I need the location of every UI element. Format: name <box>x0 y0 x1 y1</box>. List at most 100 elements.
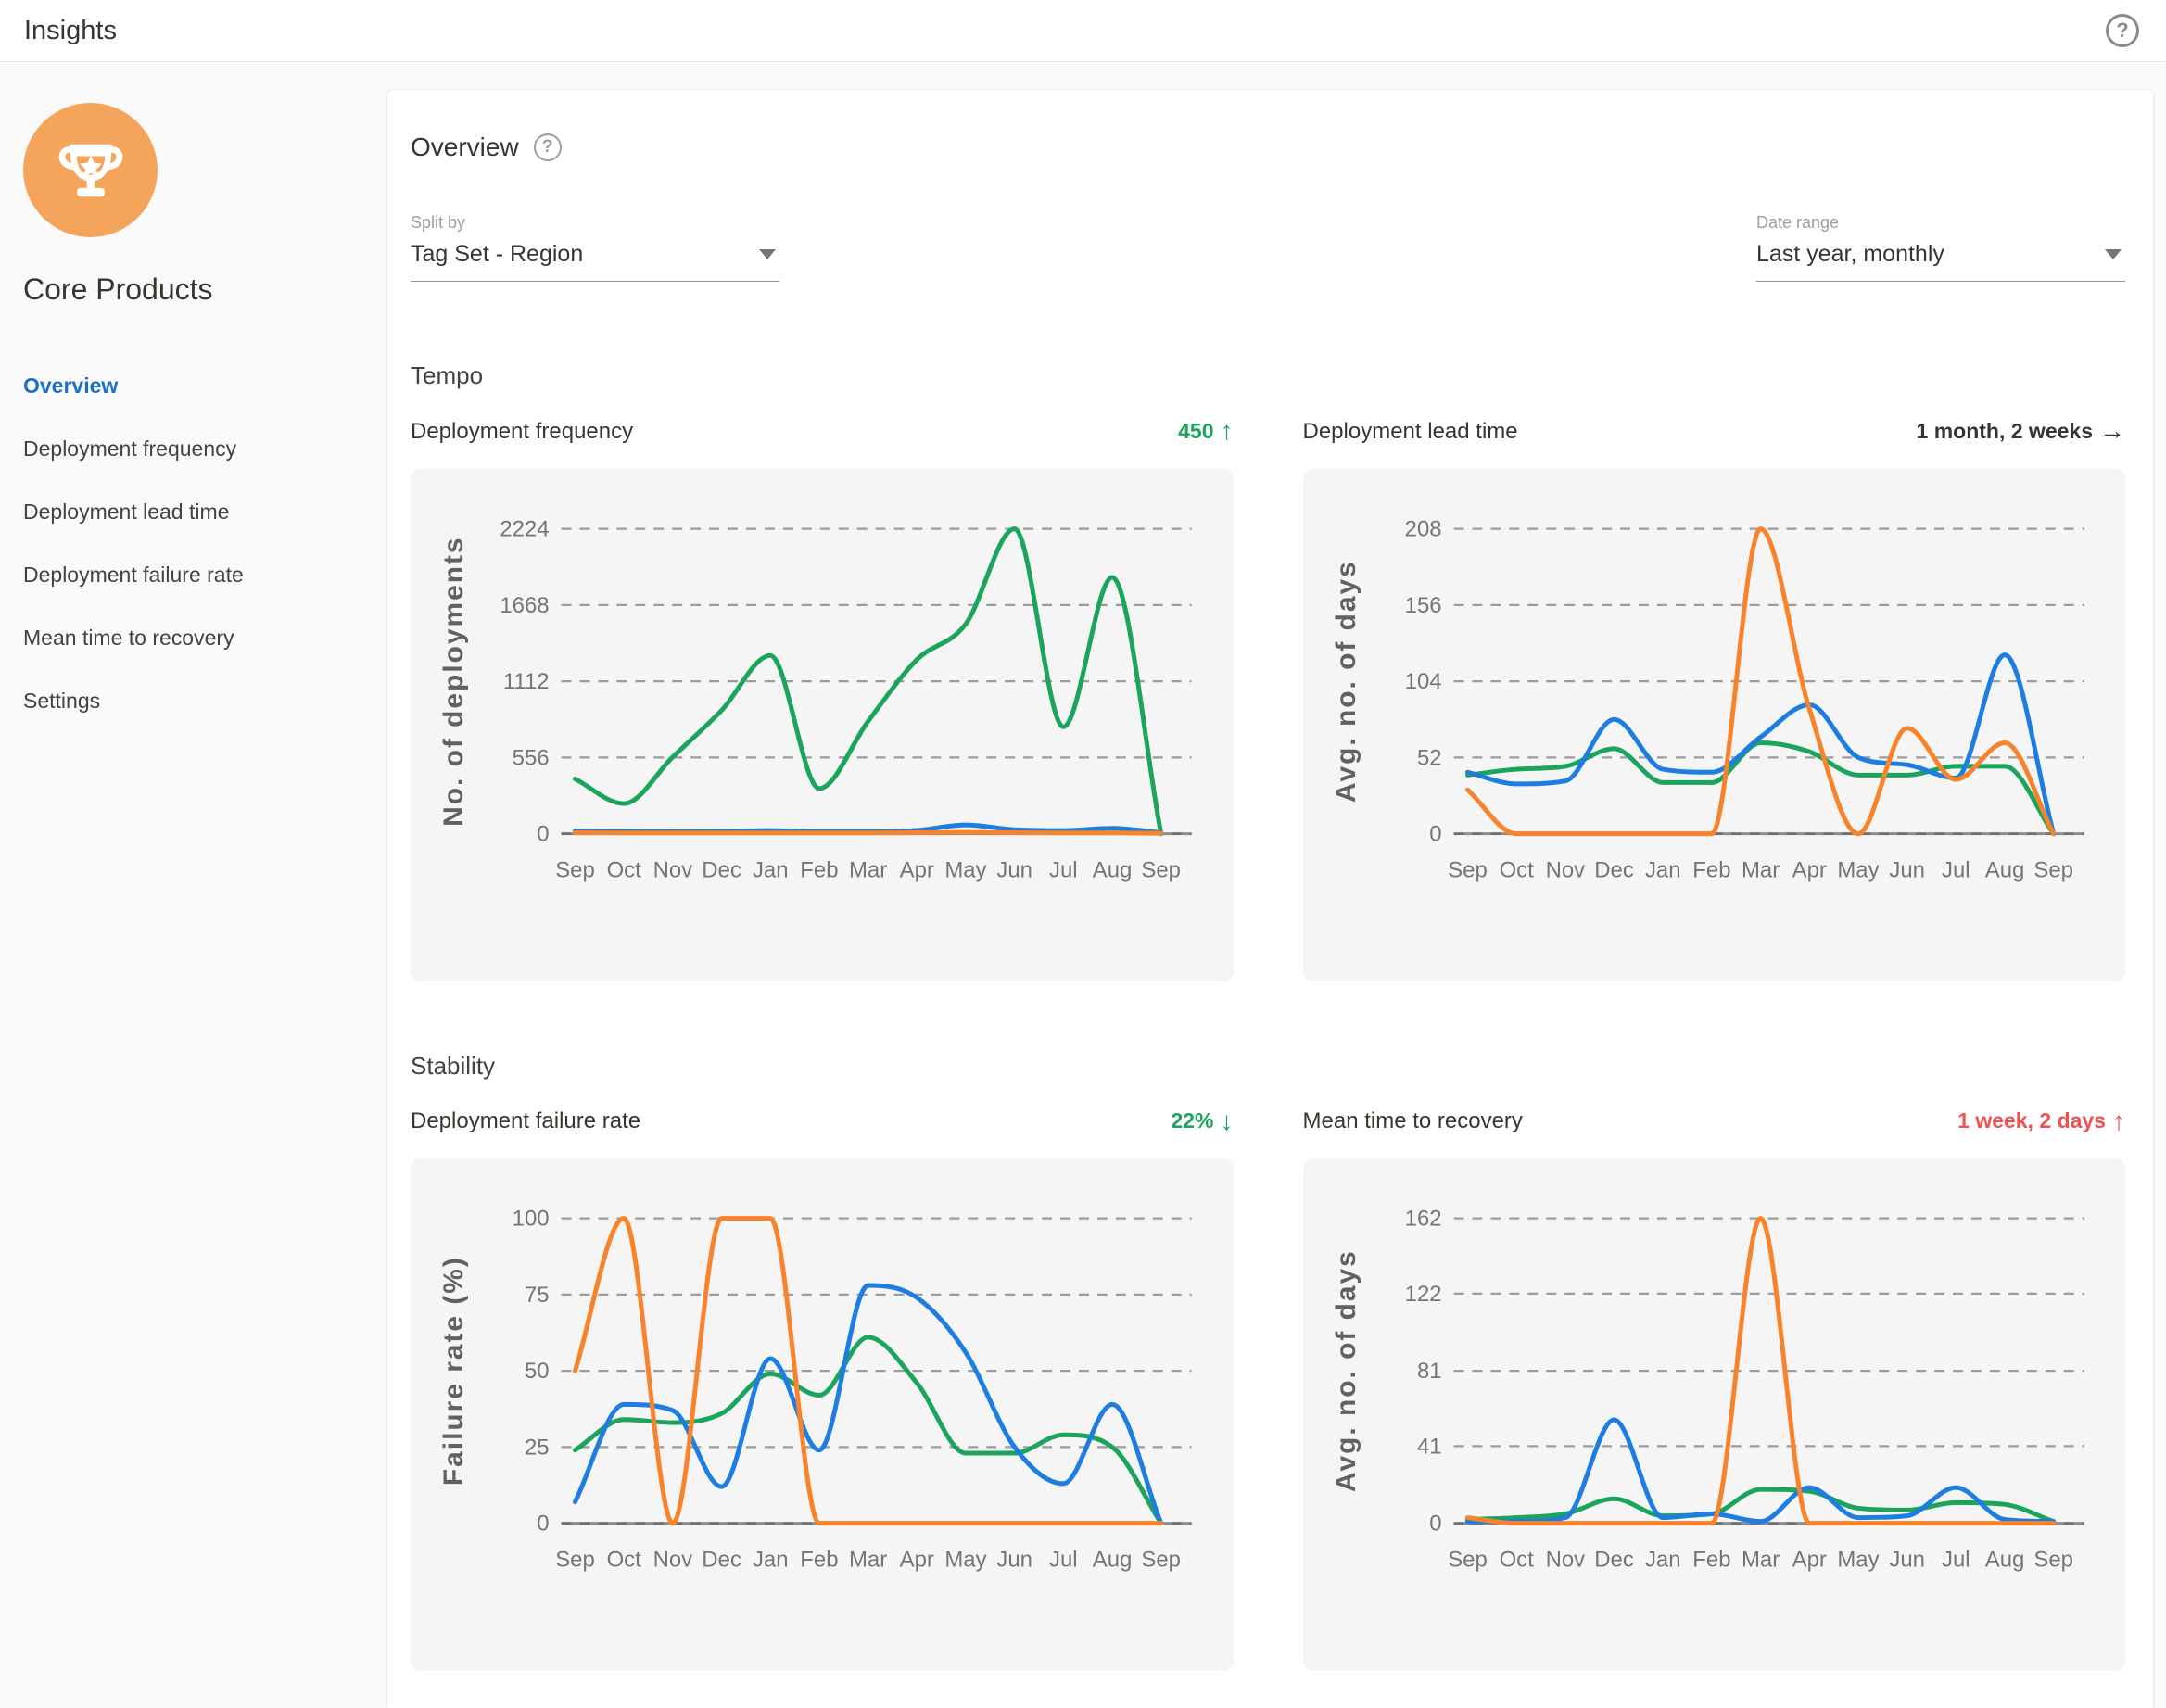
sidebar-item-overview[interactable]: Overview <box>23 373 365 399</box>
svg-text:May: May <box>944 857 986 882</box>
svg-text:Mar: Mar <box>1742 1548 1780 1573</box>
svg-text:2224: 2224 <box>500 516 549 541</box>
svg-text:Mar: Mar <box>849 857 887 882</box>
svg-text:Feb: Feb <box>800 857 838 882</box>
svg-text:1668: 1668 <box>500 592 549 617</box>
metric-deployment-frequency: 450 ↑ <box>1178 418 1233 444</box>
line-chart-deployment-lead-time: 052104156208SepOctNovDecJanFebMarAprMayJ… <box>1303 469 2126 981</box>
metric-deployment-lead-time: 1 month, 2 weeks → <box>1917 418 2125 444</box>
panel-deployment-failure-rate: Deployment failure rate 22% ↓ 0255075100… <box>411 1108 1234 1672</box>
split-by-value: Tag Set - Region <box>411 241 583 268</box>
svg-text:41: 41 <box>1416 1434 1441 1459</box>
svg-text:May: May <box>1837 1548 1879 1573</box>
svg-text:75: 75 <box>525 1283 550 1308</box>
tempo-charts-row: Deployment frequency 450 ↑ 0556111216682… <box>411 418 2125 981</box>
metric-mean-time-to-recovery: 1 week, 2 days ↑ <box>1957 1108 2125 1134</box>
svg-text:Nov: Nov <box>1545 857 1585 882</box>
chart-title-deployment-lead-time: Deployment lead time <box>1303 419 1518 445</box>
svg-text:Avg. no. of days: Avg. no. of days <box>1330 1249 1361 1492</box>
svg-text:Oct: Oct <box>1499 1548 1534 1573</box>
line-chart-mean-time-to-recovery: 04181122162SepOctNovDecJanFebMarAprMayJu… <box>1303 1158 2126 1671</box>
svg-text:?: ? <box>2116 19 2128 42</box>
sidebar-nav: Overview Deployment frequency Deployment… <box>23 373 365 714</box>
svg-text:Jan: Jan <box>1644 857 1680 882</box>
split-by-label: Split by <box>411 213 779 233</box>
line-chart-deployment-frequency: 0556111216682224SepOctNovDecJanFebMarApr… <box>411 469 1234 981</box>
dashboard-title: Core Products <box>23 272 365 307</box>
svg-text:Jul: Jul <box>1942 857 1970 882</box>
svg-text:Apr: Apr <box>1792 857 1826 882</box>
help-icon: ? <box>2103 11 2142 50</box>
split-by-select[interactable]: Split by Tag Set - Region <box>411 213 779 282</box>
svg-text:Aug: Aug <box>1093 1548 1133 1573</box>
svg-text:Mar: Mar <box>849 1548 887 1573</box>
date-range-select[interactable]: Date range Last year, monthly <box>1756 213 2125 282</box>
svg-text:Apr: Apr <box>900 1548 934 1573</box>
overview-help-icon[interactable]: ? <box>534 133 562 161</box>
sidebar-item-mean-time-to-recovery[interactable]: Mean time to recovery <box>23 626 365 651</box>
chart-deployment-lead-time[interactable]: 052104156208SepOctNovDecJanFebMarAprMayJ… <box>1303 469 2126 981</box>
svg-text:Apr: Apr <box>900 857 934 882</box>
chart-deployment-frequency[interactable]: 0556111216682224SepOctNovDecJanFebMarApr… <box>411 469 1234 981</box>
svg-text:0: 0 <box>537 1512 549 1537</box>
svg-text:162: 162 <box>1404 1207 1441 1232</box>
chevron-down-icon <box>759 249 776 259</box>
svg-text:0: 0 <box>1429 821 1441 846</box>
panel-mean-time-to-recovery: Mean time to recovery 1 week, 2 days ↑ 0… <box>1303 1108 2126 1672</box>
dashboard-avatar <box>23 103 158 237</box>
date-range-label: Date range <box>1756 213 2125 233</box>
trend-up-icon: ↑ <box>1221 418 1234 444</box>
svg-text:Feb: Feb <box>1692 857 1730 882</box>
svg-text:Jun: Jun <box>1889 857 1925 882</box>
svg-text:Sep: Sep <box>555 1548 595 1573</box>
svg-text:Feb: Feb <box>1692 1548 1730 1573</box>
sidebar-item-deployment-lead-time[interactable]: Deployment lead time <box>23 500 365 525</box>
sidebar-item-settings[interactable]: Settings <box>23 689 365 714</box>
chart-title-deployment-frequency: Deployment frequency <box>411 419 633 445</box>
sidebar: Core Products Overview Deployment freque… <box>0 62 387 1708</box>
trophy-icon <box>51 131 131 210</box>
svg-text:Avg. no. of days: Avg. no. of days <box>1330 560 1361 803</box>
date-range-value: Last year, monthly <box>1756 241 1944 268</box>
panel-deployment-frequency: Deployment frequency 450 ↑ 0556111216682… <box>411 418 1234 981</box>
svg-text:0: 0 <box>537 821 549 846</box>
svg-text:Dec: Dec <box>1594 1548 1634 1573</box>
svg-text:Dec: Dec <box>702 857 741 882</box>
svg-text:Nov: Nov <box>1545 1548 1585 1573</box>
svg-text:81: 81 <box>1416 1359 1441 1384</box>
svg-text:104: 104 <box>1404 669 1441 694</box>
svg-text:Sep: Sep <box>2033 857 2073 882</box>
svg-text:208: 208 <box>1404 516 1441 541</box>
sidebar-item-deployment-frequency[interactable]: Deployment frequency <box>23 436 365 462</box>
svg-text:Jan: Jan <box>753 1548 789 1573</box>
svg-text:Sep: Sep <box>1141 1548 1181 1573</box>
panel-deployment-lead-time: Deployment lead time 1 month, 2 weeks → … <box>1303 418 2126 981</box>
svg-text:Jul: Jul <box>1942 1548 1970 1573</box>
overview-title: Overview <box>411 133 519 162</box>
chart-deployment-failure-rate[interactable]: 0255075100SepOctNovDecJanFebMarAprMayJun… <box>411 1158 1234 1671</box>
stability-charts-row: Deployment failure rate 22% ↓ 0255075100… <box>411 1108 2125 1672</box>
sidebar-item-deployment-failure-rate[interactable]: Deployment failure rate <box>23 563 365 588</box>
overview-card: Overview ? Split by Tag Set - Region Dat… <box>387 90 2153 1708</box>
help-button[interactable]: ? <box>2103 11 2142 50</box>
chart-mean-time-to-recovery[interactable]: 04181122162SepOctNovDecJanFebMarAprMayJu… <box>1303 1158 2126 1671</box>
svg-text:50: 50 <box>525 1359 550 1384</box>
svg-text:Feb: Feb <box>800 1548 838 1573</box>
svg-text:Jul: Jul <box>1049 857 1078 882</box>
svg-text:Jun: Jun <box>1889 1548 1925 1573</box>
section-title-stability: Stability <box>411 1052 2125 1081</box>
svg-text:Jun: Jun <box>996 857 1032 882</box>
trend-up-icon: ↑ <box>2112 1108 2125 1134</box>
svg-text:May: May <box>944 1548 986 1573</box>
top-bar: Insights ? <box>0 0 2166 62</box>
section-title-tempo: Tempo <box>411 361 2125 390</box>
svg-text:Aug: Aug <box>1984 1548 2024 1573</box>
svg-text:100: 100 <box>513 1207 550 1232</box>
svg-text:52: 52 <box>1416 745 1441 770</box>
svg-text:Apr: Apr <box>1792 1548 1826 1573</box>
svg-text:Jan: Jan <box>1644 1548 1680 1573</box>
svg-text:Oct: Oct <box>607 1548 642 1573</box>
svg-text:156: 156 <box>1404 592 1441 617</box>
svg-text:556: 556 <box>513 745 550 770</box>
svg-text:Sep: Sep <box>2033 1548 2073 1573</box>
